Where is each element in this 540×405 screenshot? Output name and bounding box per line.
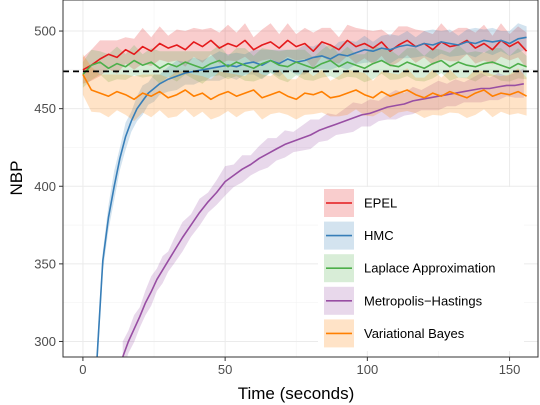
y-tick-label: 400 <box>34 179 56 194</box>
y-tick-label: 300 <box>34 334 56 349</box>
plot-border <box>62 0 539 358</box>
metropolis-hastings-band <box>122 68 524 357</box>
y-tick-label: 450 <box>34 101 56 116</box>
variational-bayes-band <box>82 54 527 122</box>
x-tick-label: 0 <box>79 362 86 377</box>
y-axis-ticks: 300 350 400 450 500 <box>34 24 63 349</box>
variational-bayes-legend-label: Variational Bayes <box>364 326 465 341</box>
x-tick-label: 150 <box>499 362 521 377</box>
epel-band <box>82 23 527 84</box>
laplace-approximation-line <box>82 59 527 76</box>
epel-legend-label: EPEL <box>364 196 397 211</box>
y-tick-label: 350 <box>34 256 56 271</box>
series-lines <box>82 36 528 357</box>
x-tick-label: 50 <box>218 362 232 377</box>
metropolis-hastings-legend-label: Metropolis−Hastings <box>364 293 483 308</box>
y-axis-title: NBP <box>7 161 26 196</box>
metropolis-hastings-line <box>121 83 524 357</box>
grid-lines <box>63 0 538 357</box>
x-axis-title: Time (seconds) <box>238 384 355 403</box>
y-tick-label: 500 <box>34 24 56 39</box>
hmc-legend-label: HMC <box>364 228 394 243</box>
x-tick-label: 100 <box>356 362 378 377</box>
x-axis-ticks: 0 50 100 150 <box>79 357 520 377</box>
variational-bayes-line <box>82 74 527 101</box>
legend: EPEL HMC Laplace Approximation Metropolis−H… <box>318 187 524 351</box>
laplace-approximation-legend-label: Laplace Approximation <box>364 261 496 276</box>
legend-background <box>318 187 524 351</box>
epel-line <box>82 39 528 71</box>
